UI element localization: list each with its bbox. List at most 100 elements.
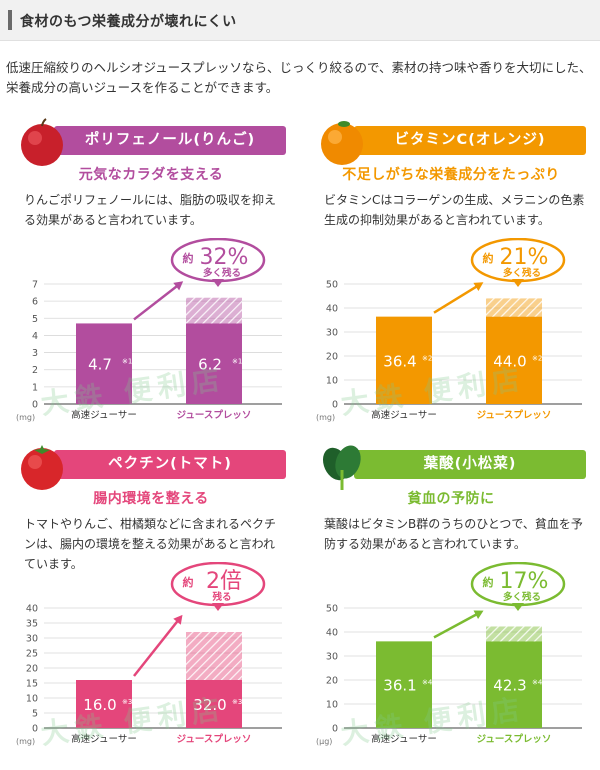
panel-vitaminc: ビタミンC(オレンジ) 不足しがちな栄養成分をたっぷり ビタミンCはコラーゲンの… [316, 116, 586, 446]
panel-title-pectin: ペクチン(トマト) [54, 450, 286, 479]
y-tick-label: 6 [32, 297, 38, 308]
callout-subtext: 多く残る [503, 591, 541, 603]
category-label: ジュースプレッソ [477, 733, 552, 745]
y-tick-label: 10 [326, 700, 338, 711]
panel-desc-vitaminc: ビタミンCはコラーゲンの生成、メラニンの色素生成の抑制効果があると言われています… [324, 193, 585, 227]
y-tick-label: 5 [32, 314, 38, 325]
bar-note-label: ※4 [532, 679, 543, 687]
bar-increase [186, 632, 242, 680]
y-tick-label: 5 [32, 709, 38, 720]
bar [376, 316, 432, 404]
bar-note-label: ※2 [422, 354, 432, 362]
category-label: ジュースプレッソ [177, 409, 252, 421]
bar [486, 316, 542, 404]
y-tick-label: 0 [32, 724, 38, 735]
bar-note-label: ※2 [532, 354, 542, 362]
y-tick-label: 40 [326, 628, 338, 639]
panel-title-folate: 葉酸(小松菜) [354, 450, 586, 479]
bar-note-label: ※4 [422, 679, 433, 687]
bar-increase [186, 297, 242, 324]
komatsuna-icon [322, 445, 361, 490]
orange-icon [321, 121, 363, 165]
callout-pointer [512, 603, 524, 611]
panel-subhead-vitaminc: 不足しがちな栄養成分をたっぷり [342, 167, 560, 183]
panel-pectin: ペクチン(トマト) 腸内環境を整える トマトやりんご、柑橘類などに含まれるペクチ… [16, 440, 286, 770]
panel-subhead-folate: 貧血の予防に [407, 491, 495, 507]
bar [376, 641, 432, 728]
y-tick-label: 10 [26, 694, 38, 705]
panel-subhead-pectin: 腸内環境を整える [93, 491, 209, 507]
callout-subtext: 多く残る [203, 267, 241, 279]
increase-arrow-line [433, 611, 481, 639]
y-tick-label: 35 [26, 619, 38, 630]
increase-arrow-head [473, 610, 484, 619]
bar-value-label: 4.7 [88, 356, 112, 374]
y-tick-label: 20 [326, 352, 338, 363]
callout-subtext: 残る [212, 591, 231, 603]
y-tick-label: 40 [26, 604, 38, 615]
bar [186, 680, 242, 728]
y-tick-label: 20 [326, 676, 338, 687]
y-tick-label: 0 [332, 400, 338, 411]
unit-label: (μg) [316, 737, 332, 746]
callout-prefix: 約 [183, 251, 194, 265]
bar-note-label: ※1 [232, 358, 242, 366]
y-tick-label: 30 [326, 328, 338, 339]
panel-folate: 葉酸(小松菜) 貧血の予防に 葉酸はビタミンB群のうちのひとつで、貧血を予防する… [316, 440, 586, 770]
callout-prefix: 約 [483, 575, 494, 589]
callout-prefix: 約 [483, 251, 494, 265]
increase-arrow-head [173, 281, 184, 291]
panel-desc-polyphenol: りんごポリフェノールには、脂肪の吸収を抑える効果があると言われています。 [24, 193, 277, 227]
section-header: 食材のもつ栄養成分が壊れにくい [0, 0, 600, 41]
category-label: ジュースプレッソ [177, 733, 252, 745]
chart-svg: 0 10 20 30 40 50 (mg) 36.4 ※2 44.0 ※2 高速ジューサー ジュースプレ… [316, 238, 582, 422]
y-tick-label: 50 [326, 280, 338, 291]
increase-arrow-head [473, 282, 484, 291]
callout-pointer [212, 279, 224, 287]
header-accent-bar [8, 10, 12, 30]
y-tick-label: 25 [26, 649, 38, 660]
bar-value-label: 44.0 [493, 352, 526, 370]
callout-pointer [512, 279, 524, 287]
bar-note-label: ※3 [122, 698, 132, 706]
tomato-icon [21, 445, 63, 490]
bar-value-label: 16.0 [83, 696, 116, 714]
y-tick-label: 7 [32, 280, 38, 291]
category-label: 高速ジューサー [71, 733, 137, 745]
category-label: 高速ジューサー [371, 409, 437, 421]
y-tick-label: 2 [32, 365, 38, 376]
panel-desc-pectin: トマトやりんご、柑橘類などに含まれるペクチンは、腸内の環境を整える効果があると言… [24, 517, 277, 571]
y-tick-label: 4 [32, 331, 38, 342]
increase-arrow-line [433, 283, 481, 314]
callout-value: 32% [200, 245, 249, 270]
panel-title-vitaminc: ビタミンC(オレンジ) [354, 126, 586, 155]
increase-arrow-head [173, 614, 183, 625]
chart-svg: 0 10 20 30 40 50 (μg) 36.1 ※4 42.3 ※4 高速ジューサー ジュースプレ… [316, 562, 582, 746]
panel-subhead-polyphenol: 元気なカラダを支える [78, 167, 224, 183]
chart-pectin: 0 5 10 15 20 25 30 35 40 (mg) 16.0 ※3 32.0 ※3 高速ジューサー ジ… [16, 562, 286, 768]
callout-prefix: 約 [183, 575, 194, 589]
y-tick-label: 40 [326, 304, 338, 315]
y-tick-label: 3 [32, 348, 38, 359]
y-tick-label: 50 [326, 604, 338, 615]
chart-polyphenol: 0 1 2 3 4 5 6 7 (mg) 4.7 ※1 6.2 ※1 高速ジューサー ジュースプレッソ 約 32… [16, 238, 286, 444]
callout-value: 21% [500, 245, 549, 270]
bar-increase [486, 626, 542, 642]
bar-value-label: 6.2 [198, 356, 222, 374]
chart-vitaminc: 0 10 20 30 40 50 (mg) 36.4 ※2 44.0 ※2 高速ジューサー ジュースプレ… [316, 238, 586, 444]
bar-value-label: 36.4 [383, 352, 416, 370]
bar [76, 680, 132, 728]
bar [186, 323, 242, 404]
category-label: ジュースプレッソ [477, 409, 552, 421]
panel-polyphenol: ポリフェノール(りんご) 元気なカラダを支える りんごポリフェノールには、脂肪の… [16, 116, 286, 446]
y-tick-label: 15 [26, 679, 38, 690]
unit-label: (mg) [316, 413, 335, 422]
intro-text: 低速圧縮絞りのヘルシオジュースプレッソなら、じっくり絞るので、素材の持つ味や香り… [6, 60, 592, 95]
bar-value-label: 32.0 [193, 696, 226, 714]
increase-arrow-line [133, 282, 181, 321]
unit-label: (mg) [16, 413, 35, 422]
callout-subtext: 多く残る [503, 267, 541, 279]
panel-desc-folate: 葉酸はビタミンB群のうちのひとつで、貧血を予防する効果があると言われています。 [324, 517, 583, 551]
bar-increase [486, 298, 542, 317]
y-tick-label: 20 [26, 664, 38, 675]
